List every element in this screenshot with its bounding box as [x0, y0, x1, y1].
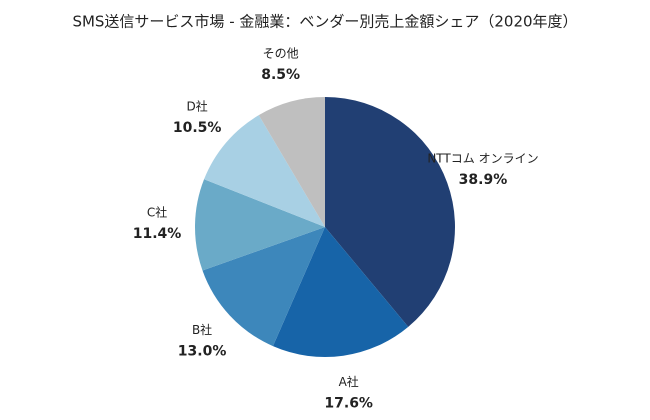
slice-name: NTTコム オンライン: [427, 151, 538, 165]
slice-value: 8.5%: [261, 67, 300, 83]
slice-value: 10.5%: [173, 120, 222, 136]
slice-value: 13.0%: [178, 344, 227, 360]
slice-name: D社: [187, 99, 208, 114]
slice-name: その他: [263, 46, 299, 60]
slice-name: A社: [339, 374, 359, 389]
pie-slice: [258, 97, 325, 227]
pie-slice: [325, 97, 455, 327]
pie-slice: [195, 179, 325, 271]
slice-value: 38.9%: [459, 172, 508, 188]
slice-value: 11.4%: [133, 226, 182, 242]
chart-title: SMS送信サービス市場 - 金融業：ベンダー別売上金額シェア（2020年度）: [72, 13, 577, 31]
slice-value: 17.6%: [324, 395, 373, 411]
slice-name: B社: [192, 322, 212, 337]
pie-slice: [202, 227, 325, 347]
pie-slice: [204, 115, 325, 227]
slice-name: C社: [147, 205, 167, 220]
pie-slice: [272, 227, 409, 357]
